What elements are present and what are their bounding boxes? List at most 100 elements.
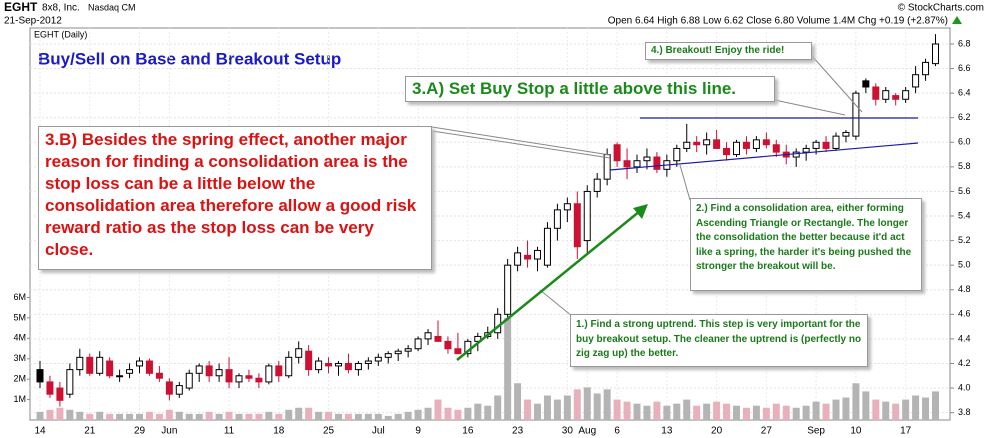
volume-bar: [832, 399, 840, 420]
y-tick-label: 3.8: [958, 407, 971, 417]
volume-bar: [195, 413, 203, 420]
candle-body: [932, 43, 939, 65]
volume-bar: [205, 411, 213, 420]
candle-body: [742, 141, 750, 149]
candle-body: [424, 332, 432, 340]
volume-bar: [434, 399, 442, 420]
y2-tick-label: 2M: [13, 374, 26, 384]
candle-body: [573, 203, 581, 248]
candle-body: [723, 147, 731, 156]
candle-body: [354, 362, 362, 371]
volume-bar: [484, 405, 492, 420]
volume-bar: [623, 401, 631, 420]
volume-bar: [902, 399, 910, 420]
candle-body: [832, 135, 840, 149]
candle-body: [504, 264, 512, 315]
volume-bar: [603, 389, 611, 420]
candle-body: [563, 203, 571, 211]
candle-body: [225, 369, 233, 383]
volume-bar: [315, 411, 323, 420]
y2-tick-label: 3M: [13, 353, 26, 363]
y-tick-label: 4.2: [958, 358, 971, 368]
y2-tick-label: 1M: [13, 394, 26, 404]
volume-bar: [683, 399, 691, 420]
volume-bar: [364, 413, 372, 420]
volume-bar: [384, 415, 392, 420]
y-tick-label: 5.6: [958, 186, 971, 196]
candle-body: [106, 360, 114, 377]
candle-body: [374, 356, 382, 362]
symbol: EGHT: [4, 0, 38, 14]
x-tick-label: Sep: [807, 426, 825, 437]
volume-bar: [633, 403, 641, 420]
candle-body: [165, 381, 173, 395]
candle-body: [454, 348, 462, 355]
volume-bar: [295, 407, 303, 420]
volume-bar: [553, 399, 561, 420]
candle-body: [862, 80, 870, 88]
candle-body: [812, 141, 820, 149]
candle-body: [384, 353, 392, 358]
x-tick-label: 6: [614, 426, 620, 437]
support-trendline: [609, 142, 919, 171]
candle-body: [553, 209, 561, 229]
volume-bar: [872, 399, 880, 420]
candle-body: [593, 178, 601, 192]
candle-body: [683, 141, 691, 149]
x-tick-label: 21: [84, 426, 96, 437]
volume-bar: [145, 411, 153, 420]
x-tick-label: 14: [34, 426, 46, 437]
candle-body: [205, 365, 213, 377]
candle-body: [802, 147, 810, 153]
volume-bar: [235, 413, 243, 420]
volume-bar: [66, 409, 74, 420]
candle-body: [703, 139, 711, 146]
x-tick-label: 23: [512, 426, 524, 437]
volume-bar: [653, 401, 661, 420]
candle-body: [305, 350, 313, 371]
candle-body: [36, 369, 44, 383]
arrow-head: [633, 204, 648, 219]
volume-bar: [215, 413, 223, 420]
volume-bar: [275, 413, 283, 420]
candle-body: [822, 141, 830, 149]
candle-body: [733, 141, 740, 156]
y-tick-label: 4.6: [958, 309, 971, 319]
volume-bar: [792, 407, 800, 420]
candle-body: [902, 90, 910, 100]
candle-body: [344, 362, 352, 371]
note-1: 1.) Find a strong uptrend. This step is …: [570, 314, 868, 367]
exchange: Nasdaq CM: [88, 2, 136, 12]
volume-bar: [852, 383, 860, 420]
note-3b: 3.B) Besides the spring effect, another …: [38, 126, 432, 270]
y-tick-label: 4.4: [958, 333, 971, 343]
x-tick-label: 17: [900, 426, 912, 437]
volume-bar: [733, 405, 740, 420]
chart-label: EGHT (Daily): [34, 29, 87, 39]
candle-body: [136, 360, 143, 367]
candle-body: [325, 362, 333, 367]
volume-bar: [454, 409, 462, 420]
candle-body: [524, 254, 532, 260]
uptrend-arrow: [456, 210, 641, 361]
candle-body: [514, 252, 522, 266]
candle-body: [474, 335, 482, 342]
note-2: 2.) Find a consolidation area, either fo…: [690, 198, 922, 291]
candle-body: [86, 356, 94, 374]
volume-bar: [912, 395, 920, 420]
candle-body: [245, 375, 253, 379]
volume-bar: [822, 403, 830, 420]
volume-bar: [96, 411, 104, 420]
volume-bar: [762, 407, 770, 420]
volume-bar: [56, 407, 64, 420]
volume-bar: [862, 391, 870, 420]
note-4: 4.) Breakout! Enjoy the ride!: [645, 42, 812, 60]
x-tick-label: 18: [273, 426, 285, 437]
candle-body: [66, 369, 74, 395]
volume-bar: [583, 387, 591, 420]
volume-bar: [444, 407, 452, 420]
candle-body: [126, 369, 134, 374]
candle-body: [185, 372, 193, 389]
volume-bar: [36, 411, 44, 420]
candle-body: [414, 338, 422, 350]
